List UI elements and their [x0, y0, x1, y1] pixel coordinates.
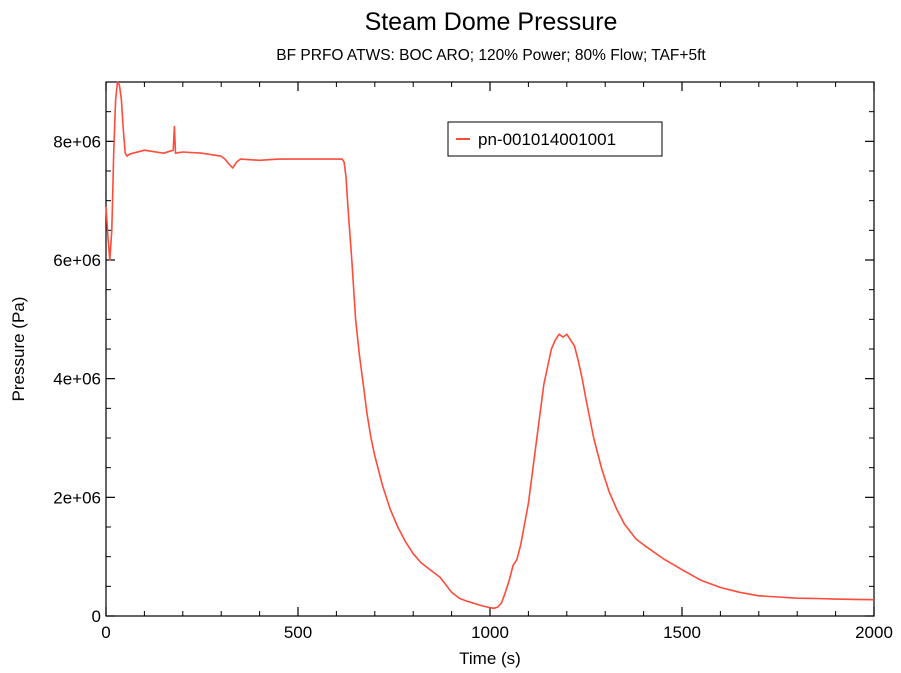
- y-tick-label: 6e+06: [53, 251, 101, 270]
- plot-frame: [105, 81, 875, 617]
- legend-box: [447, 121, 663, 157]
- chart-title: Steam Dome Pressure: [365, 8, 618, 36]
- x-axis-label: Time (s): [459, 649, 521, 668]
- y-tick-label: 0: [92, 607, 101, 626]
- y-tick-label: 2e+06: [53, 488, 101, 507]
- series-layer: [105, 81, 875, 610]
- y-tick-label: 4e+06: [53, 370, 101, 389]
- x-tick-label: 500: [284, 623, 312, 642]
- axis-ticks: 0 500 1000 1500 2000 0 2e+06 4e+06 6e+06 8e+06: [53, 81, 893, 642]
- y-axis-label: Pressure (Pa): [9, 297, 28, 402]
- chart-subtitle: BF PRFO ATWS: BOC ARO; 120% Power; 80% F…: [276, 47, 706, 64]
- x-tick-label: 2000: [855, 623, 893, 642]
- legend-label: pn-001014001001: [478, 130, 616, 149]
- series-line-0: [105, 81, 875, 610]
- x-tick-label: 1000: [471, 623, 509, 642]
- x-tick-label: 0: [101, 623, 110, 642]
- x-tick-label: 1500: [663, 623, 701, 642]
- legend: pn-001014001001: [447, 121, 663, 157]
- y-tick-label: 8e+06: [53, 132, 101, 151]
